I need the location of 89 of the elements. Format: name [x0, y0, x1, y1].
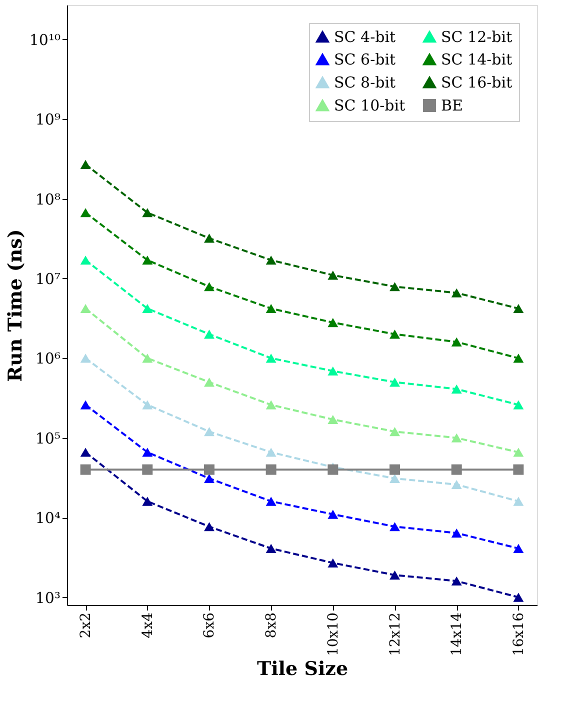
- point: [328, 558, 338, 568]
- point: [451, 480, 462, 490]
- point: [513, 400, 524, 410]
- point: [204, 330, 214, 339]
- y-tick-label: 10⁹: [35, 110, 60, 129]
- point: [80, 400, 91, 410]
- point: [328, 270, 338, 280]
- x-tick-label: 10x10: [325, 612, 342, 656]
- point: [204, 378, 214, 387]
- y-axis-title: Run Time (ns): [4, 229, 26, 382]
- point: [204, 464, 214, 475]
- legend-label: SC 8-bit: [334, 74, 396, 92]
- point: [451, 337, 462, 346]
- point: [513, 354, 524, 363]
- x-tick-label: 8x8: [264, 612, 280, 638]
- point: [513, 304, 524, 314]
- point: [142, 354, 153, 363]
- point: [80, 354, 91, 363]
- point: [328, 414, 338, 424]
- point: [451, 464, 462, 475]
- point: [266, 448, 276, 457]
- x-tick-label: 4x4: [140, 612, 156, 638]
- point: [328, 318, 338, 328]
- y-tick-label: 10⁴: [35, 509, 60, 528]
- point: [390, 378, 400, 387]
- point: [328, 510, 338, 519]
- point: [266, 464, 276, 475]
- point: [266, 256, 276, 265]
- y-tick-label: 10⁷: [35, 270, 60, 288]
- point: [390, 570, 400, 580]
- x-tick-label: 2x2: [78, 612, 94, 638]
- y-tick-label: 10⁶: [35, 350, 60, 368]
- point: [266, 304, 276, 314]
- point: [266, 496, 276, 506]
- point: [142, 400, 153, 410]
- legend-label: SC 14-bit: [441, 50, 512, 68]
- legend-label: SC 16-bit: [441, 74, 512, 92]
- point: [328, 366, 338, 376]
- legend-label: SC 12-bit: [441, 28, 512, 46]
- y-tick-label: 10⁸: [35, 190, 60, 208]
- x-tick-label: 16x16: [510, 612, 527, 656]
- x-axis-title: Tile Size: [256, 658, 348, 680]
- point: [390, 282, 400, 292]
- point: [266, 400, 276, 410]
- point: [204, 474, 214, 483]
- point: [451, 528, 462, 538]
- y-tick-label: 10¹⁰: [29, 30, 60, 49]
- point: [451, 433, 462, 442]
- point: [266, 354, 276, 363]
- point: [390, 464, 400, 475]
- point: [142, 256, 153, 265]
- point: [142, 464, 153, 475]
- point: [80, 208, 91, 218]
- point: [390, 474, 400, 483]
- legend-label: SC 4-bit: [334, 28, 396, 46]
- point: [390, 522, 400, 532]
- point: [513, 496, 524, 506]
- x-tick-label: 12x12: [387, 612, 404, 656]
- point: [142, 496, 153, 506]
- point: [80, 304, 91, 314]
- point: [204, 234, 214, 243]
- point: [80, 256, 91, 265]
- legend-label: BE: [441, 96, 463, 114]
- point: [80, 160, 91, 169]
- point: [513, 544, 524, 553]
- point: [204, 282, 214, 292]
- point: [390, 330, 400, 339]
- point: [390, 427, 400, 436]
- point: [266, 544, 276, 553]
- point: [142, 208, 153, 218]
- legend-label: SC 6-bit: [334, 50, 396, 68]
- point: [328, 464, 338, 475]
- y-tick-label: 10³: [35, 588, 60, 607]
- point: [451, 288, 462, 298]
- point: [142, 304, 153, 314]
- legend-label: SC 10-bit: [334, 96, 406, 114]
- point: [142, 448, 153, 457]
- point: [80, 448, 91, 457]
- x-tick-label: 14x14: [449, 612, 466, 656]
- point: [80, 464, 91, 475]
- point: [451, 576, 462, 586]
- point: [204, 522, 214, 532]
- point: [451, 384, 462, 394]
- y-tick-label: 10⁵: [35, 429, 60, 448]
- point: [513, 592, 524, 602]
- x-tick-label: 6x6: [202, 612, 218, 638]
- point: [204, 427, 214, 436]
- point: [513, 448, 524, 457]
- point: [513, 464, 524, 475]
